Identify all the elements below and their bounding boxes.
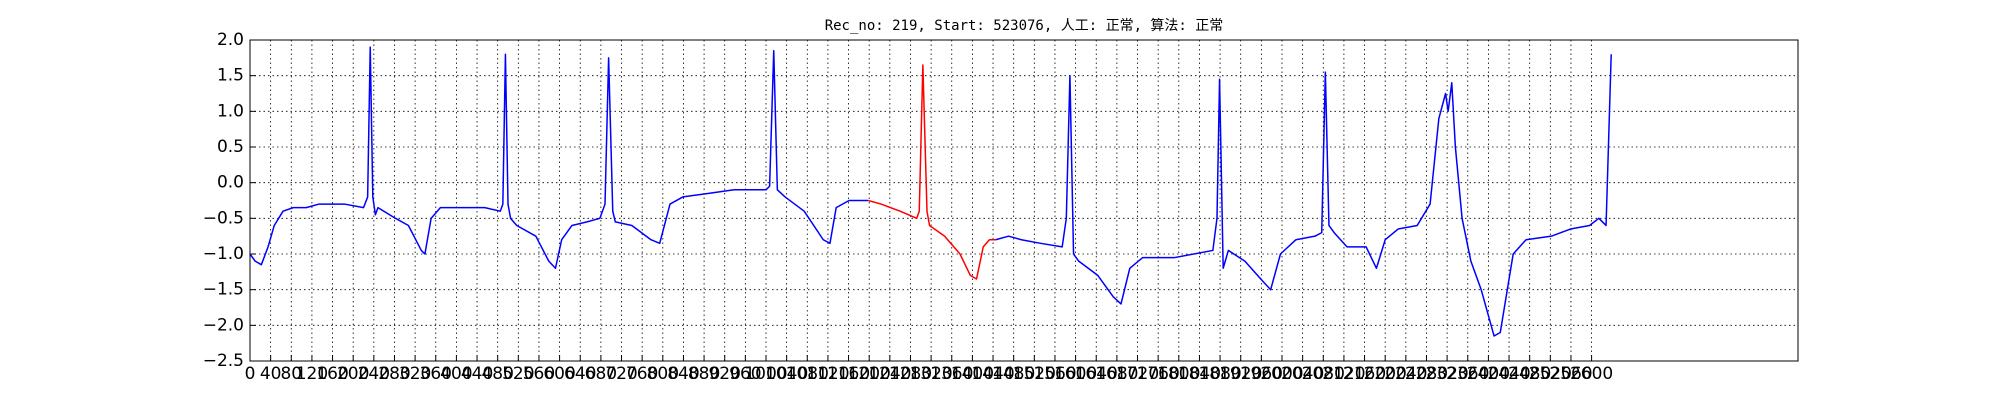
x-tick-label: 920 [708, 364, 740, 384]
x-tick-label: 160 [316, 364, 348, 384]
x-tick-label: 2200 [1364, 364, 1407, 384]
x-tick-label: 1480 [992, 364, 1035, 384]
x-tick-label: 640 [564, 364, 596, 384]
y-tick-label: 1.5 [217, 66, 244, 86]
x-tick-label: 2120 [1322, 364, 1365, 384]
x-tick-label: 1960 [1240, 364, 1283, 384]
x-tick-label: 1640 [1075, 364, 1118, 384]
ecg-line [249, 46, 869, 270]
x-tick-label: 520 [502, 364, 534, 384]
plot-frame [249, 39, 1799, 362]
x-tick-label: 2240 [1384, 364, 1427, 384]
x-tick-label: 1240 [868, 364, 911, 384]
x-tick-label: 2360 [1446, 364, 1489, 384]
x-tick-label: 720 [605, 364, 637, 384]
x-tick-label: 40 [260, 364, 282, 384]
x-tick-label: 600 [543, 364, 575, 384]
y-tick-label: 2.0 [217, 30, 244, 50]
y-tick-label: 1.0 [217, 101, 244, 121]
x-tick-label: 1280 [889, 364, 932, 384]
x-tick-label: 280 [378, 364, 410, 384]
y-tick-label: 0.5 [217, 137, 244, 157]
y-tick-label: 0.0 [217, 173, 244, 193]
ecg-line [995, 54, 1612, 337]
y-tick-label: −2.5 [203, 351, 244, 371]
x-tick-label: 1600 [1054, 364, 1097, 384]
x-tick-label: 240 [358, 364, 390, 384]
x-tick-label: 2320 [1425, 364, 1468, 384]
x-tick-label: 1720 [1116, 364, 1159, 384]
x-tick-label: 880 [688, 364, 720, 384]
x-tick-label: 2520 [1529, 364, 1572, 384]
x-tick-label: 2600 [1570, 364, 1613, 384]
x-tick-label: 480 [481, 364, 513, 384]
x-tick-label: 1560 [1033, 364, 1076, 384]
x-tick-label: 760 [626, 364, 658, 384]
x-tick-label: 440 [461, 364, 493, 384]
x-tick-label: 1520 [1013, 364, 1056, 384]
x-tick-label: 1840 [1178, 364, 1221, 384]
x-tick-label: 1800 [1157, 364, 1200, 384]
x-tick-label: 1080 [786, 364, 829, 384]
x-tick-label: 1000 [744, 364, 787, 384]
chart-title: Rec_no: 219, Start: 523076, 人工: 正常, 算法: … [825, 18, 1224, 34]
x-tick-label: 360 [420, 364, 452, 384]
y-tick-label: −1.0 [203, 244, 244, 264]
x-tick-label: 0 [245, 364, 256, 384]
x-tick-label: 200 [337, 364, 369, 384]
x-tick-label: 960 [729, 364, 761, 384]
x-tick-label: 80 [280, 364, 302, 384]
x-tick-label: 2560 [1549, 364, 1592, 384]
x-tick-label: 1440 [971, 364, 1014, 384]
x-tick-label: 800 [647, 364, 679, 384]
x-tick-label: 400 [440, 364, 472, 384]
x-tick-label: 1040 [765, 364, 808, 384]
x-tick-label: 120 [296, 364, 328, 384]
x-tick-label: 840 [667, 364, 699, 384]
x-tick-label: 1880 [1198, 364, 1241, 384]
x-tick-label: 1760 [1137, 364, 1180, 384]
x-tick-label: 680 [585, 364, 617, 384]
x-tick-label: 1360 [930, 364, 973, 384]
x-tick-label: 2280 [1405, 364, 1448, 384]
x-tick-label: 2160 [1343, 364, 1386, 384]
y-tick-label: −0.5 [203, 208, 244, 228]
ecg-line [867, 64, 996, 280]
x-tick-label: 2040 [1281, 364, 1324, 384]
x-tick-label: 1120 [806, 364, 849, 384]
x-tick-label: 1680 [1095, 364, 1138, 384]
x-tick-label: 2000 [1260, 364, 1303, 384]
x-tick-label: 1400 [951, 364, 994, 384]
x-tick-label: 1920 [1219, 364, 1262, 384]
x-tick-label: 2400 [1467, 364, 1510, 384]
x-tick-label: 1160 [827, 364, 870, 384]
x-tick-label: 560 [523, 364, 555, 384]
x-tick-label: 1320 [909, 364, 952, 384]
y-tick-label: −1.5 [203, 280, 244, 300]
x-tick-label: 2480 [1508, 364, 1551, 384]
x-tick-label: 2080 [1302, 364, 1345, 384]
x-tick-label: 320 [399, 364, 431, 384]
x-tick-label: 2440 [1487, 364, 1530, 384]
y-tick-label: −2.0 [203, 315, 244, 335]
x-tick-label: 1200 [848, 364, 891, 384]
